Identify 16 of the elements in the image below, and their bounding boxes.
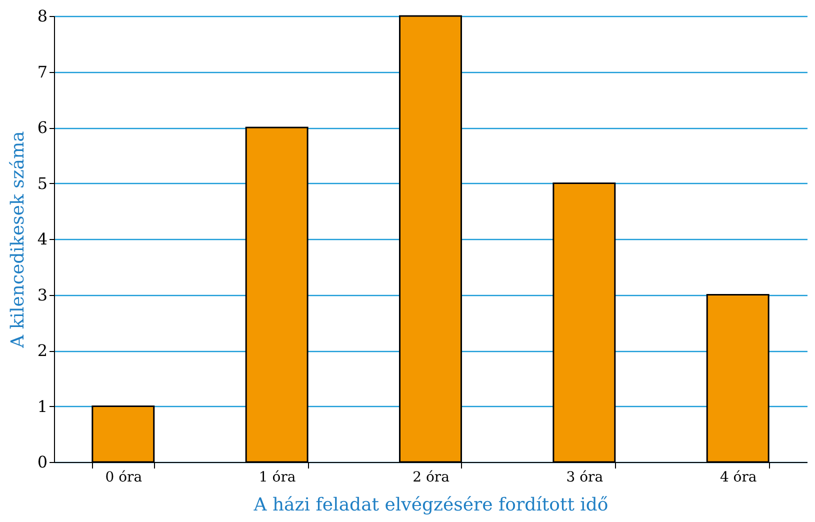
x-tick-label: 3 óra: [566, 470, 604, 486]
y-tick-label: 7: [37, 62, 48, 82]
x-axis-title: A házi feladat elvégzésére fordított idő: [252, 494, 608, 516]
y-axis-title: A kilencedikesek száma: [7, 130, 28, 349]
y-tick-label: 4: [37, 230, 48, 248]
x-tick-label: 1 óra: [258, 470, 296, 486]
x-tick-label: 2 óra: [412, 470, 450, 486]
y-tick-label: 5: [37, 174, 48, 193]
y-tick-label: 8: [37, 6, 48, 26]
x-tick-label: 4 óra: [720, 470, 757, 486]
y-tick-label: 6: [37, 118, 48, 137]
y-tick-label: 1: [37, 396, 48, 416]
y-tick-label: 3: [37, 285, 48, 304]
y-tick-label: 2: [37, 341, 48, 360]
y-tick-label: 0: [37, 452, 48, 472]
x-tick-label: 0 óra: [105, 470, 142, 486]
